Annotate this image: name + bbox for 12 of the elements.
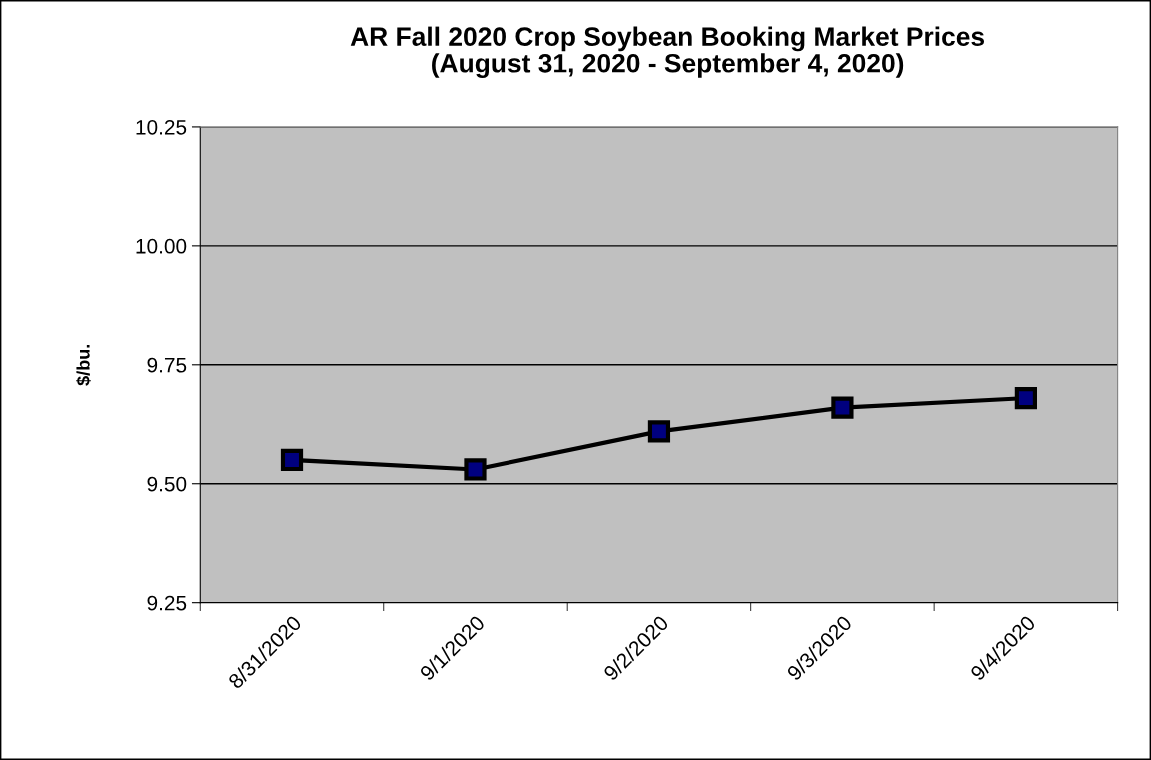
y-tick-label: 9.50 (147, 476, 187, 492)
point (1014, 386, 1037, 410)
point (831, 396, 854, 419)
chart-title: AR Fall 2020 Crop Soybean Booking Market Prices (August 31, 2020 - September 4, 2020) (350, 26, 985, 78)
y-tick-label: 10.25 (136, 119, 187, 135)
point (647, 420, 671, 443)
y-tick-label: 10.00 (136, 238, 187, 254)
y-tick-label: 9.25 (147, 595, 187, 611)
y-tick-label: 9.75 (147, 357, 187, 373)
point (280, 448, 304, 472)
y-axis-title: $/bu. (76, 344, 91, 386)
point (464, 458, 487, 481)
